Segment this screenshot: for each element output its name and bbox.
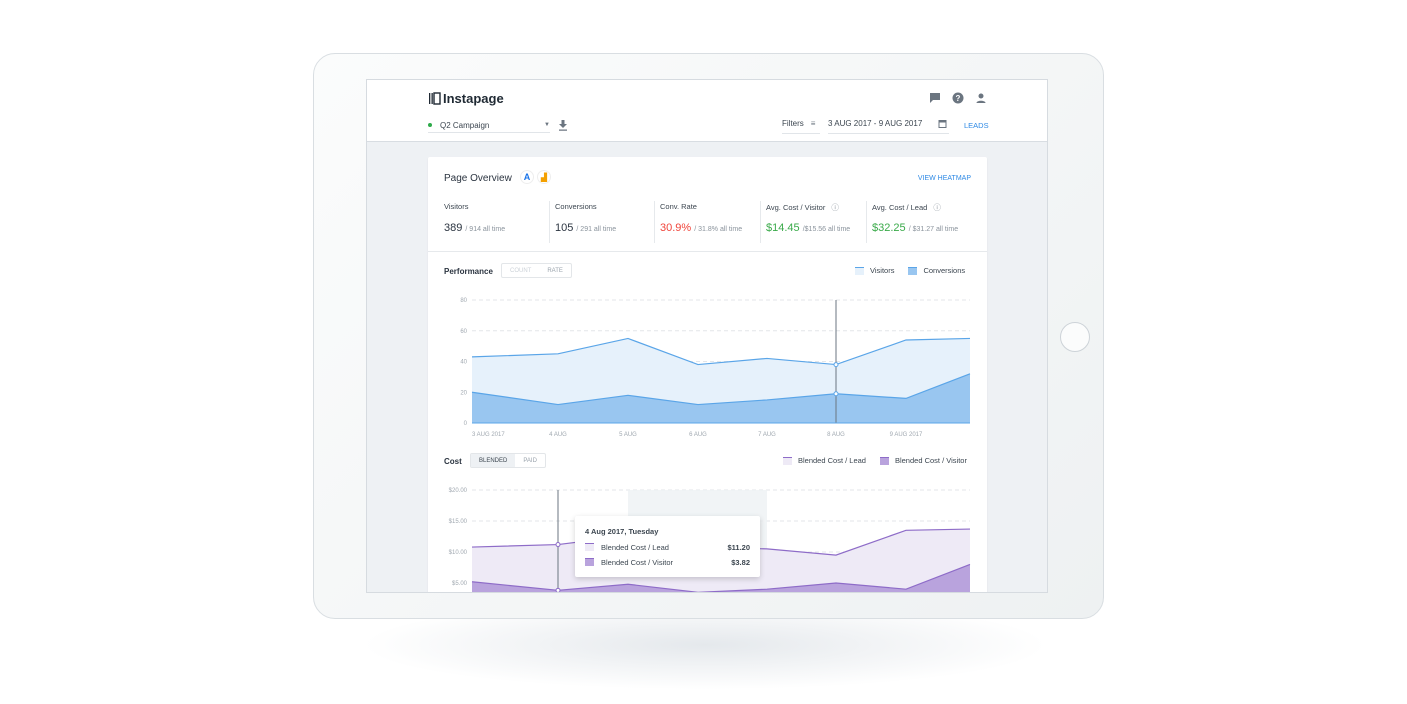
y-tick-label: 40 [460, 360, 467, 366]
app-header: Instapage ? Q2 Campaign ▼ Filters ≡ 3 AUG … [367, 80, 1047, 142]
tooltip-label-visitor: Blended Cost / Visitor [601, 558, 673, 567]
logo[interactable]: Instapage [428, 91, 504, 106]
line-blended-cost-visitor [471, 563, 971, 592]
metric-value: $14.45 /$15.56 all time [766, 222, 851, 234]
status-dot [428, 123, 432, 127]
performance-legend: Visitors Conversions [855, 266, 965, 275]
divider [428, 251, 987, 252]
google-ads-icon: A [520, 170, 534, 184]
x-tick-label: 8 AUG [827, 432, 845, 438]
metric-label: Visitors [444, 202, 469, 211]
area-conversions [472, 373, 970, 423]
x-tick-label: 7 AUG [758, 432, 776, 438]
x-tick-label: 3 AUG 2017 [472, 432, 505, 438]
line-visitors [471, 337, 971, 366]
metric-avg-cost-visitor: Avg. Cost / Visitor ⓘ $14.45 /$15.56 all t… [766, 201, 867, 243]
metric-conv-rate: Conv. Rate 30.9% / 31.8% all time [660, 201, 761, 243]
metric-avg-cost-lead: Avg. Cost / Lead ⓘ $32.25 / $31.27 all tim… [872, 201, 972, 243]
data-point-marker [555, 587, 561, 592]
metric-value: 389 / 914 all time [444, 222, 506, 234]
google-analytics-icon: ▟ [537, 170, 551, 184]
chart-tooltip: 4 Aug 2017, Tuesday Blended Cost / Lead … [575, 516, 760, 577]
legend-visitors: Visitors [870, 266, 895, 275]
metric-label: Conv. Rate [660, 202, 697, 211]
campaign-select[interactable]: Q2 Campaign ▼ [428, 118, 550, 133]
metric-label: Conversions [555, 202, 597, 211]
help-circle-icon[interactable]: ⓘ [933, 203, 941, 212]
metric-value: $32.25 / $31.27 all time [872, 222, 959, 234]
metric-label: Avg. Cost / Lead ⓘ [872, 203, 941, 212]
y-tick-label: $15.00 [449, 519, 468, 525]
download-icon[interactable] [558, 120, 568, 131]
view-heatmap-link[interactable]: VIEW HEATMAP [917, 175, 971, 182]
y-tick-label: 80 [460, 298, 467, 304]
chat-icon[interactable] [929, 92, 941, 104]
tab-paid[interactable]: PAID [523, 458, 537, 464]
data-point-marker [833, 391, 839, 397]
date-range-text: 3 AUG 2017 - 9 AUG 2017 [828, 119, 923, 128]
legend-cost-visitor: Blended Cost / Visitor [894, 456, 967, 465]
x-tick-label: 6 AUG [689, 432, 707, 438]
metric-value: 30.9% / 31.8% all time [660, 222, 743, 234]
cost-toggle: BLENDED PAID [470, 453, 546, 468]
legend-swatch-lead [783, 456, 792, 465]
filter-icon: ≡ [810, 119, 816, 128]
leads-link[interactable]: LEADS [964, 121, 989, 130]
data-point-marker [555, 542, 561, 548]
y-tick-label: $20.00 [449, 488, 468, 494]
line-conversions [471, 373, 971, 406]
data-point-marker [833, 362, 839, 368]
legend-swatch-conversions [908, 266, 918, 275]
filters-label: Filters [782, 119, 804, 128]
help-circle-icon[interactable]: ⓘ [831, 203, 839, 212]
x-tick-label: 4 AUG [549, 432, 567, 438]
legend-swatch-visitors [855, 266, 864, 275]
tab-blended[interactable]: BLENDED [471, 454, 516, 467]
y-tick-label: 20 [460, 390, 467, 396]
tab-count[interactable]: COUNT [510, 268, 532, 274]
y-tick-label: 0 [464, 421, 468, 427]
legend-cost-lead: Blended Cost / Lead [798, 456, 866, 465]
cost-title: Cost [444, 457, 462, 466]
metric-label: Avg. Cost / Visitor ⓘ [766, 203, 839, 212]
instapage-logo-icon [429, 92, 441, 105]
filters-button[interactable]: Filters ≡ [782, 119, 820, 134]
y-tick-label: $10.00 [449, 550, 468, 556]
x-tick-label: 5 AUG [619, 432, 637, 438]
legend-swatch-visitor [879, 456, 889, 465]
performance-toggle: COUNT RATE [501, 263, 572, 278]
x-tick-label: 9 AUG 2017 [890, 432, 923, 438]
calendar-icon [938, 120, 947, 128]
app-screen: Instapage ? Q2 Campaign ▼ Filters ≡ 3 AUG … [366, 79, 1048, 593]
tooltip-value-lead: $11.20 [727, 543, 750, 552]
svg-text:?: ? [956, 94, 961, 103]
y-tick-label: $5.00 [452, 581, 468, 587]
logo-text: Instapage [443, 91, 504, 106]
y-tick-label: 60 [460, 329, 467, 335]
metric-conversions: Conversions 105 / 291 all time [555, 201, 655, 243]
campaign-name: Q2 Campaign [440, 120, 490, 130]
tooltip-swatch-lead [585, 543, 594, 551]
date-range-picker[interactable]: 3 AUG 2017 - 9 AUG 2017 [828, 119, 949, 134]
home-button [1060, 322, 1090, 352]
user-icon[interactable] [975, 92, 987, 104]
area-blended-cost-visitor [472, 564, 970, 592]
tab-rate[interactable]: RATE [547, 268, 563, 274]
chevron-down-icon: ▼ [544, 122, 550, 128]
tooltip-value-visitor: $3.82 [731, 558, 750, 567]
page-overview-card: Page Overview A ▟ VIEW HEATMAP Visitors 3… [428, 157, 987, 592]
help-icon[interactable]: ? [952, 92, 964, 104]
page-overview-title: Page Overview [444, 173, 512, 184]
metric-value: 105 / 291 all time [555, 222, 617, 234]
tooltip-title: 4 Aug 2017, Tuesday [585, 527, 659, 536]
cost-legend: Blended Cost / Lead Blended Cost / Visit… [783, 456, 967, 465]
performance-title: Performance [444, 267, 493, 276]
tooltip-swatch-visitor [585, 558, 594, 566]
legend-conversions: Conversions [923, 266, 966, 275]
tooltip-label-lead: Blended Cost / Lead [601, 543, 669, 552]
metric-visitors: Visitors 389 / 914 all time [444, 201, 550, 243]
